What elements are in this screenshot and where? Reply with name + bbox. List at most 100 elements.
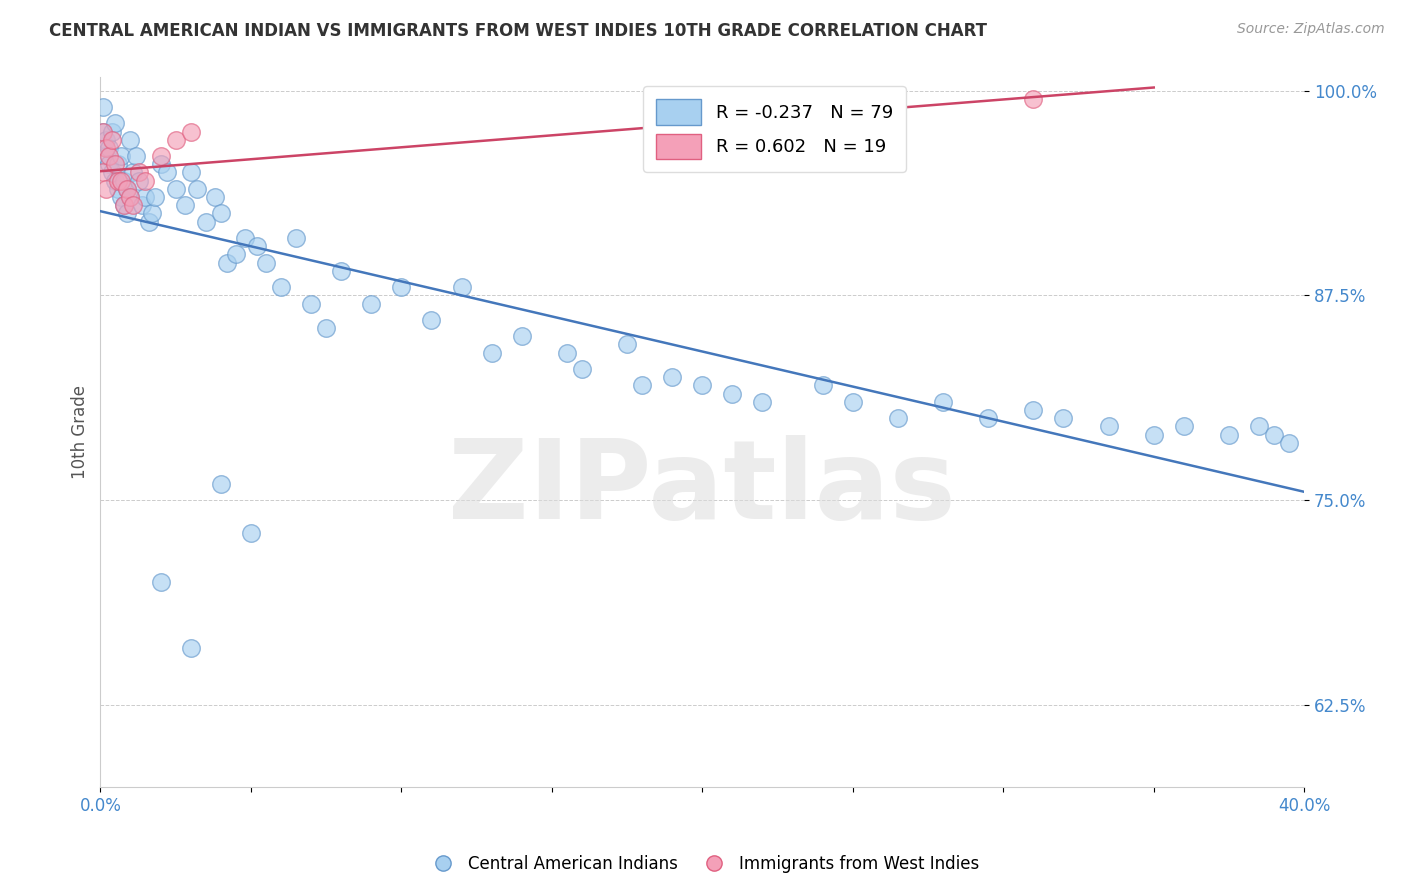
- Point: [751, 394, 773, 409]
- Point: [173, 198, 195, 212]
- Point: [104, 157, 127, 171]
- Point: [101, 133, 124, 147]
- Point: [1173, 419, 1195, 434]
- Point: [131, 198, 153, 212]
- Point: [117, 206, 139, 220]
- Text: CENTRAL AMERICAN INDIAN VS IMMIGRANTS FROM WEST INDIES 10TH GRADE CORRELATION CH: CENTRAL AMERICAN INDIAN VS IMMIGRANTS FR…: [49, 22, 987, 40]
- Point: [165, 133, 187, 147]
- Point: [246, 239, 269, 253]
- Point: [180, 640, 202, 655]
- Point: [120, 133, 142, 147]
- Point: [616, 337, 638, 351]
- Point: [330, 264, 353, 278]
- Point: [128, 165, 150, 179]
- Point: [101, 165, 124, 179]
- Point: [270, 280, 292, 294]
- Point: [110, 174, 132, 188]
- Legend: Central American Indians, Immigrants from West Indies: Central American Indians, Immigrants fro…: [419, 848, 987, 880]
- Point: [98, 157, 121, 171]
- Point: [209, 206, 232, 220]
- Point: [138, 214, 160, 228]
- Point: [98, 141, 121, 155]
- Point: [204, 190, 226, 204]
- Point: [299, 296, 322, 310]
- Point: [1097, 419, 1119, 434]
- Point: [117, 182, 139, 196]
- Point: [420, 313, 443, 327]
- Point: [285, 231, 308, 245]
- Point: [120, 190, 142, 204]
- Point: [661, 370, 683, 384]
- Point: [215, 255, 238, 269]
- Point: [93, 165, 115, 179]
- Point: [811, 378, 834, 392]
- Point: [155, 165, 177, 179]
- Point: [1143, 427, 1166, 442]
- Point: [450, 280, 472, 294]
- Point: [93, 124, 115, 138]
- Point: [360, 296, 382, 310]
- Point: [141, 206, 163, 220]
- Point: [107, 174, 129, 188]
- Point: [239, 525, 262, 540]
- Point: [149, 157, 172, 171]
- Point: [887, 411, 910, 425]
- Point: [93, 124, 115, 138]
- Point: [112, 198, 135, 212]
- Point: [96, 149, 118, 163]
- Point: [134, 190, 156, 204]
- Point: [110, 190, 132, 204]
- Y-axis label: 10th Grade: 10th Grade: [72, 385, 89, 479]
- Point: [96, 141, 118, 155]
- Point: [721, 386, 744, 401]
- Point: [1218, 427, 1240, 442]
- Point: [122, 165, 145, 179]
- Point: [165, 182, 187, 196]
- Point: [631, 378, 654, 392]
- Point: [112, 174, 135, 188]
- Point: [180, 124, 202, 138]
- Point: [104, 116, 127, 130]
- Point: [932, 394, 955, 409]
- Point: [690, 378, 713, 392]
- Point: [93, 100, 115, 114]
- Point: [101, 124, 124, 138]
- Point: [96, 182, 118, 196]
- Point: [389, 280, 412, 294]
- Point: [194, 214, 217, 228]
- Point: [186, 182, 208, 196]
- Point: [555, 345, 578, 359]
- Point: [120, 190, 142, 204]
- Point: [1263, 427, 1285, 442]
- Point: [510, 329, 533, 343]
- Point: [1247, 419, 1270, 434]
- Point: [149, 575, 172, 590]
- Point: [117, 182, 139, 196]
- Point: [134, 174, 156, 188]
- Point: [107, 182, 129, 196]
- Point: [977, 411, 1000, 425]
- Point: [180, 165, 202, 179]
- Point: [1052, 411, 1074, 425]
- Point: [315, 321, 337, 335]
- Point: [842, 394, 865, 409]
- Point: [571, 362, 593, 376]
- Text: Source: ZipAtlas.com: Source: ZipAtlas.com: [1237, 22, 1385, 37]
- Point: [125, 149, 148, 163]
- Point: [104, 174, 127, 188]
- Point: [143, 190, 166, 204]
- Point: [149, 149, 172, 163]
- Point: [481, 345, 503, 359]
- Point: [1022, 403, 1045, 417]
- Point: [98, 149, 121, 163]
- Point: [209, 476, 232, 491]
- Point: [1022, 92, 1045, 106]
- Point: [112, 198, 135, 212]
- Point: [107, 157, 129, 171]
- Point: [96, 133, 118, 147]
- Point: [122, 198, 145, 212]
- Text: ZIPatlas: ZIPatlas: [449, 435, 956, 542]
- Legend: R = -0.237   N = 79, R = 0.602   N = 19: R = -0.237 N = 79, R = 0.602 N = 19: [644, 87, 905, 172]
- Point: [128, 174, 150, 188]
- Point: [254, 255, 277, 269]
